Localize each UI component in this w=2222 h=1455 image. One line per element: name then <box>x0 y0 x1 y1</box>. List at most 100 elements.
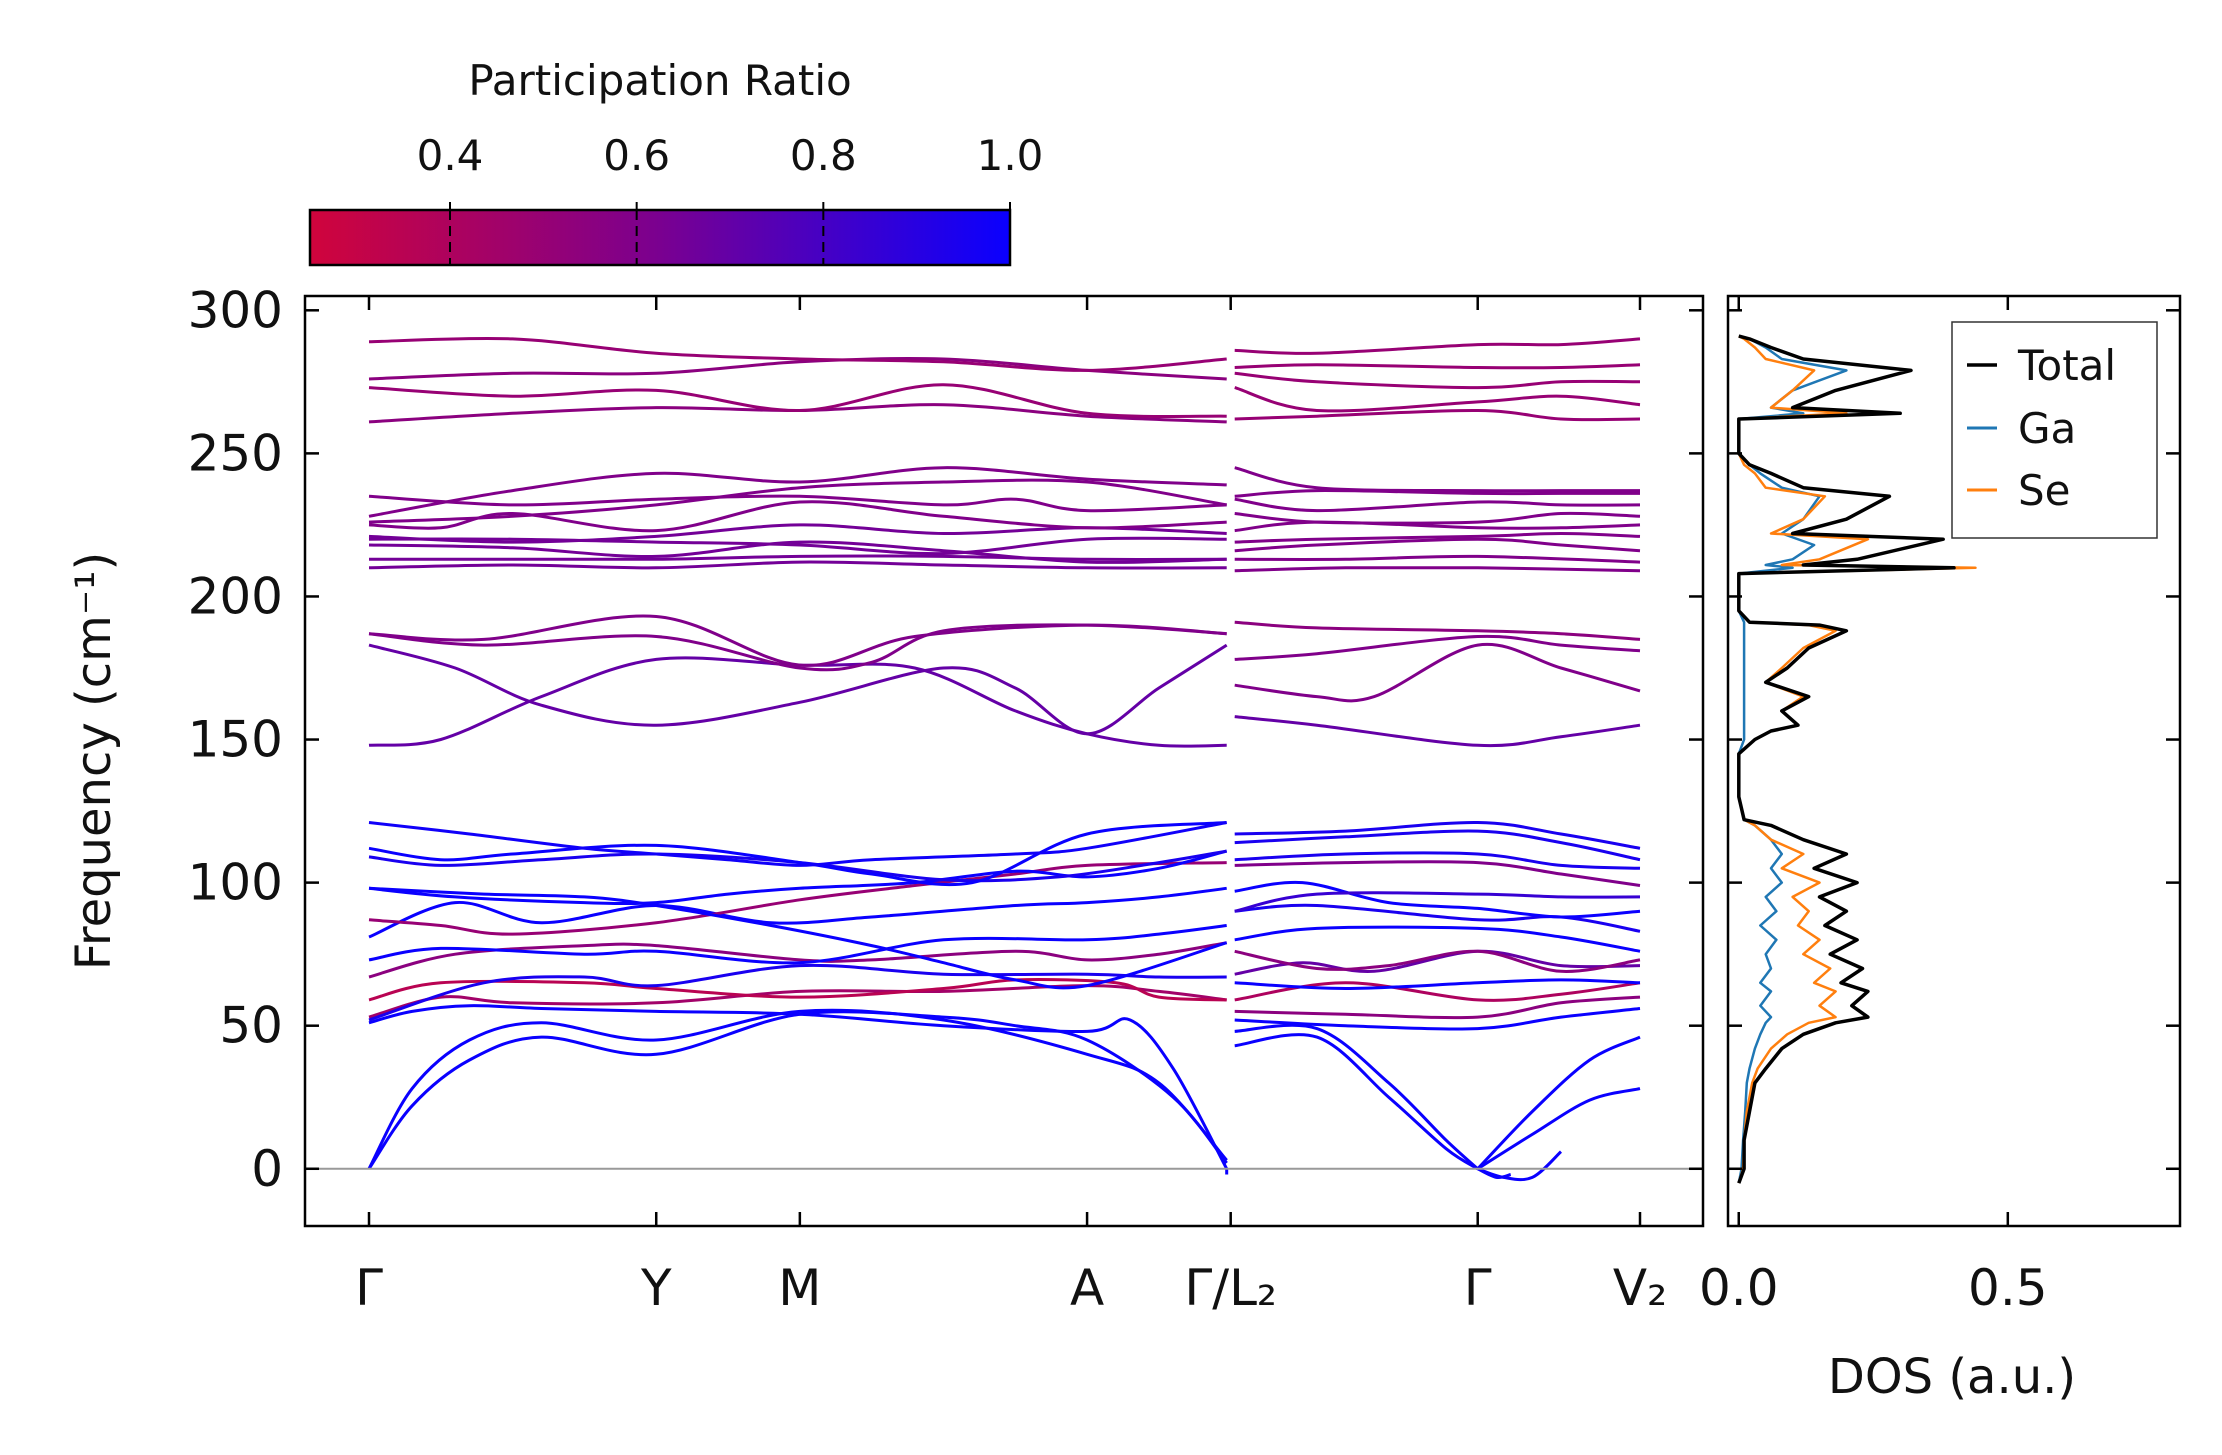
phonon-band <box>367 1010 1228 1170</box>
band-lines <box>367 336 1641 1182</box>
band-axes: 0 50 100 150 200 250 300 Γ Y M A Γ/L₂ Γ V₂ <box>188 281 1703 1317</box>
colorbar-title: Participation Ratio <box>468 56 851 105</box>
phonon-band <box>368 554 1227 561</box>
phonon-band <box>1234 363 1641 370</box>
phonon-band <box>367 1008 1228 1170</box>
phonon-band <box>1234 532 1641 544</box>
dos-axes: 0.0 0.5 <box>1699 296 2180 1317</box>
phonon-band <box>1234 820 1641 850</box>
phonon-band <box>1234 995 1641 1020</box>
phonon-band <box>368 560 1227 570</box>
phonon-band <box>368 614 1227 667</box>
phonon-band <box>368 540 1227 564</box>
colorbar-tick-label: 0.4 <box>417 131 484 180</box>
y-tick-label: 0 <box>251 1140 283 1198</box>
phonon-band <box>1234 1033 1479 1171</box>
colorbar-tick-label: 1.0 <box>977 131 1044 180</box>
phonon-band <box>368 984 1227 1019</box>
phonon-band <box>1234 554 1641 564</box>
phonon-band <box>368 466 1227 518</box>
x-tick-label: Γ <box>1464 1259 1492 1317</box>
y-tick-label: 250 <box>188 424 283 482</box>
phonon-band <box>1234 829 1641 862</box>
legend-label-se: Se <box>2018 466 2071 515</box>
phonon-band <box>368 849 1228 906</box>
dos-plot-frame <box>1726 294 2182 1228</box>
colorbar-ticks: 0.4 0.6 0.8 1.0 <box>417 131 1044 265</box>
phonon-band <box>1234 715 1641 748</box>
phonon-band <box>368 494 1227 513</box>
phonon-band <box>368 500 1227 533</box>
phonon-band <box>368 861 1227 936</box>
phonon-band <box>1234 537 1641 553</box>
legend-label-ga: Ga <box>2018 404 2076 453</box>
phonon-band <box>1476 1087 1641 1171</box>
phonon-band <box>1234 1023 1479 1170</box>
phonon-band <box>1234 925 1641 953</box>
band-plot-frame <box>303 294 1705 1228</box>
y-tick-label: 100 <box>188 854 283 912</box>
y-tick-label: 300 <box>188 281 283 339</box>
phonon-band <box>1234 860 1641 887</box>
phonon-band <box>368 886 1227 939</box>
dos-line-ga <box>1737 334 1848 1184</box>
phonon-band <box>368 478 1227 524</box>
phonon-band <box>1234 903 1641 933</box>
phonon-band <box>368 383 1227 419</box>
dos-x-axis-label: DOS (a.u.) <box>1828 1349 2076 1405</box>
phonon-band <box>1234 566 1641 573</box>
phonon-band <box>368 1004 1229 1170</box>
phonon-band <box>1476 1035 1641 1170</box>
x-tick-label: Γ/L₂ <box>1184 1259 1277 1317</box>
phonon-band <box>368 941 1227 979</box>
phonon-band <box>368 536 1227 556</box>
phonon-band <box>368 924 1227 965</box>
phonon-band <box>1234 620 1641 641</box>
band-structure-panel: 0 50 100 150 200 250 300 Γ Y M A Γ/L₂ Γ V₂ Frequency … <box>66 281 1705 1317</box>
x-tick-label: A <box>1070 1259 1104 1317</box>
y-axis-label: Frequency (cm⁻¹) <box>66 552 122 970</box>
x-tick-label: V₂ <box>1613 1259 1667 1317</box>
colorbar-gradient <box>308 208 1012 267</box>
phonon-band <box>1234 371 1641 390</box>
x-tick-label: M <box>778 1259 821 1317</box>
phonon-band <box>368 886 1228 990</box>
legend-frame <box>1951 321 2158 539</box>
phonon-band <box>1234 511 1641 525</box>
phonon-band <box>1234 978 1641 990</box>
x-tick-label: Y <box>640 1259 672 1317</box>
dos-line-total <box>1737 334 1956 1184</box>
phonon-band <box>1234 634 1641 661</box>
phonon-band <box>1234 386 1641 413</box>
phonon-band <box>1234 520 1641 533</box>
dos-x-tick-label: 0.0 <box>1699 1259 1779 1317</box>
dos-panel: 0.0 0.5 DOS (a.u.) Total Ga Se <box>1699 294 2182 1405</box>
colorbar: Participation Ratio 0.4 0.6 0.8 1.0 <box>308 56 1044 267</box>
phonon-band <box>1234 489 1640 498</box>
phonon-band <box>1234 642 1641 703</box>
phonon-band <box>1234 949 1641 976</box>
dos-legend: Total Ga Se <box>1951 321 2158 539</box>
phonon-band <box>1234 891 1641 913</box>
dos-x-tick-label: 0.5 <box>1968 1259 2048 1317</box>
y-tick-label: 50 <box>219 997 283 1055</box>
y-tick-label: 200 <box>188 567 283 625</box>
legend-label-total: Total <box>2017 341 2116 390</box>
phonon-band <box>1234 1007 1641 1031</box>
phonon-band <box>368 978 1227 1002</box>
phonon-band <box>368 336 1227 372</box>
phonon-band <box>1234 949 1641 973</box>
phonon-band <box>1234 851 1641 870</box>
phonon-band <box>1234 880 1641 919</box>
phonon-band <box>368 643 1228 736</box>
phonon-band <box>1234 337 1641 355</box>
phonon-band <box>1234 466 1640 493</box>
phonon-band <box>1477 1167 1512 1180</box>
y-tick-label: 150 <box>188 711 283 769</box>
colorbar-tick-label: 0.8 <box>790 131 857 180</box>
phonon-band <box>368 821 1227 867</box>
phonon-band <box>1234 497 1641 513</box>
phonon-band <box>1234 408 1641 422</box>
phonon-band <box>368 821 1227 887</box>
